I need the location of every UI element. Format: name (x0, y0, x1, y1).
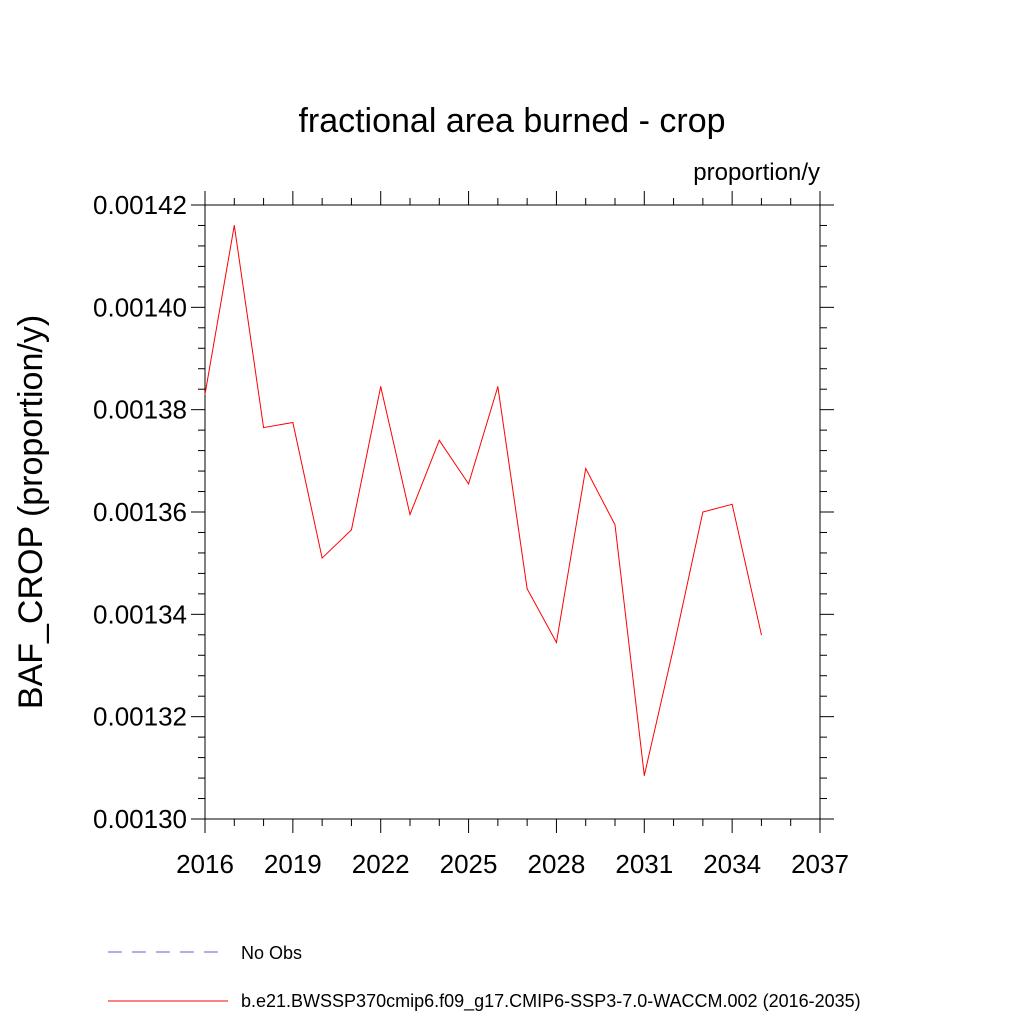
data-point (555, 641, 557, 643)
data-point (350, 529, 352, 531)
axis-ticks (191, 191, 834, 833)
y-tick-label: 0.00138 (93, 395, 187, 425)
plot-frame (204, 204, 821, 820)
x-tick-label: 2022 (352, 849, 410, 879)
data-point (292, 421, 294, 423)
y-tick-label: 0.00130 (93, 804, 187, 834)
y-tick-labels: 0.00130 0.00132 0.00134 0.00136 0.00138 0.001… (93, 190, 187, 834)
chart-title: fractional area burned - crop (298, 102, 725, 140)
data-point (673, 647, 675, 649)
x-tick-label: 2031 (615, 849, 673, 879)
data-point (233, 224, 235, 226)
data-point (526, 588, 528, 590)
data-point (409, 514, 411, 516)
y-tick-label: 0.00134 (93, 599, 187, 629)
data-point (760, 634, 762, 636)
data-point (438, 439, 440, 441)
x-tick-label: 2025 (440, 849, 498, 879)
y-tick-label: 0.00142 (93, 190, 187, 220)
x-tick-labels: 2016 2019 2022 2025 2028 2031 2034 2037 (176, 849, 849, 879)
x-tick-label: 2034 (703, 849, 761, 879)
y-axis-label: BAF_CROP (proportion/y) (12, 315, 50, 709)
series-line (204, 225, 762, 776)
legend-label-model: b.e21.BWSSP370cmip6.f09_g17.CMIP6-SSP3-7… (241, 991, 861, 1012)
data-point (497, 386, 499, 388)
data-point (585, 468, 587, 470)
x-tick-label: 2019 (264, 849, 322, 879)
data-point (204, 393, 206, 395)
legend: No Obs b.e21.BWSSP370cmip6.f09_g17.CMIP6… (108, 943, 861, 1012)
data-point (380, 386, 382, 388)
y-tick-label: 0.00140 (93, 292, 187, 322)
data-point (731, 503, 733, 505)
x-tick-label: 2016 (176, 849, 234, 879)
y-tick-label: 0.00132 (93, 702, 187, 732)
data-point (321, 557, 323, 559)
units-label: proportion/y (693, 159, 820, 186)
legend-label-no-obs: No Obs (241, 943, 302, 963)
x-tick-label: 2028 (528, 849, 586, 879)
series-layer (204, 224, 762, 777)
y-tick-label: 0.00136 (93, 497, 187, 527)
x-tick-label: 2037 (791, 849, 849, 879)
data-point (614, 524, 616, 526)
data-point (263, 427, 265, 429)
data-point (702, 511, 704, 513)
data-point (643, 775, 645, 777)
data-point (468, 483, 470, 485)
